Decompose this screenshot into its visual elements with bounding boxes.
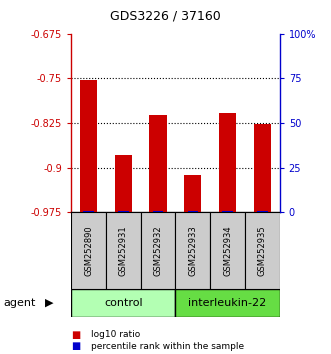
Bar xyxy=(83,211,94,212)
Text: GSM252931: GSM252931 xyxy=(119,225,128,276)
FancyBboxPatch shape xyxy=(175,212,210,289)
Bar xyxy=(115,155,132,212)
Bar xyxy=(80,80,97,212)
FancyBboxPatch shape xyxy=(141,212,175,289)
Text: ■: ■ xyxy=(71,341,80,351)
Text: GSM252933: GSM252933 xyxy=(188,225,197,276)
Text: GSM252890: GSM252890 xyxy=(84,225,93,276)
Bar xyxy=(184,176,202,212)
Bar xyxy=(149,115,167,212)
Text: log10 ratio: log10 ratio xyxy=(91,330,140,339)
Text: GSM252934: GSM252934 xyxy=(223,225,232,276)
FancyBboxPatch shape xyxy=(210,212,245,289)
FancyBboxPatch shape xyxy=(245,212,280,289)
Bar xyxy=(188,211,198,212)
Text: GSM252935: GSM252935 xyxy=(258,225,267,276)
FancyBboxPatch shape xyxy=(71,212,106,289)
Bar xyxy=(254,124,271,212)
Bar xyxy=(118,211,128,212)
Text: ▶: ▶ xyxy=(45,298,53,308)
FancyBboxPatch shape xyxy=(175,289,280,317)
Text: interleukin-22: interleukin-22 xyxy=(188,298,267,308)
Bar xyxy=(153,211,163,212)
Text: ■: ■ xyxy=(71,330,80,339)
Text: percentile rank within the sample: percentile rank within the sample xyxy=(91,342,244,351)
Text: control: control xyxy=(104,298,143,308)
FancyBboxPatch shape xyxy=(106,212,141,289)
Text: agent: agent xyxy=(3,298,36,308)
Text: GDS3226 / 37160: GDS3226 / 37160 xyxy=(110,10,221,22)
Bar xyxy=(257,211,267,212)
Text: GSM252932: GSM252932 xyxy=(154,225,163,276)
Bar xyxy=(222,211,233,212)
FancyBboxPatch shape xyxy=(71,289,175,317)
Bar xyxy=(219,113,236,212)
